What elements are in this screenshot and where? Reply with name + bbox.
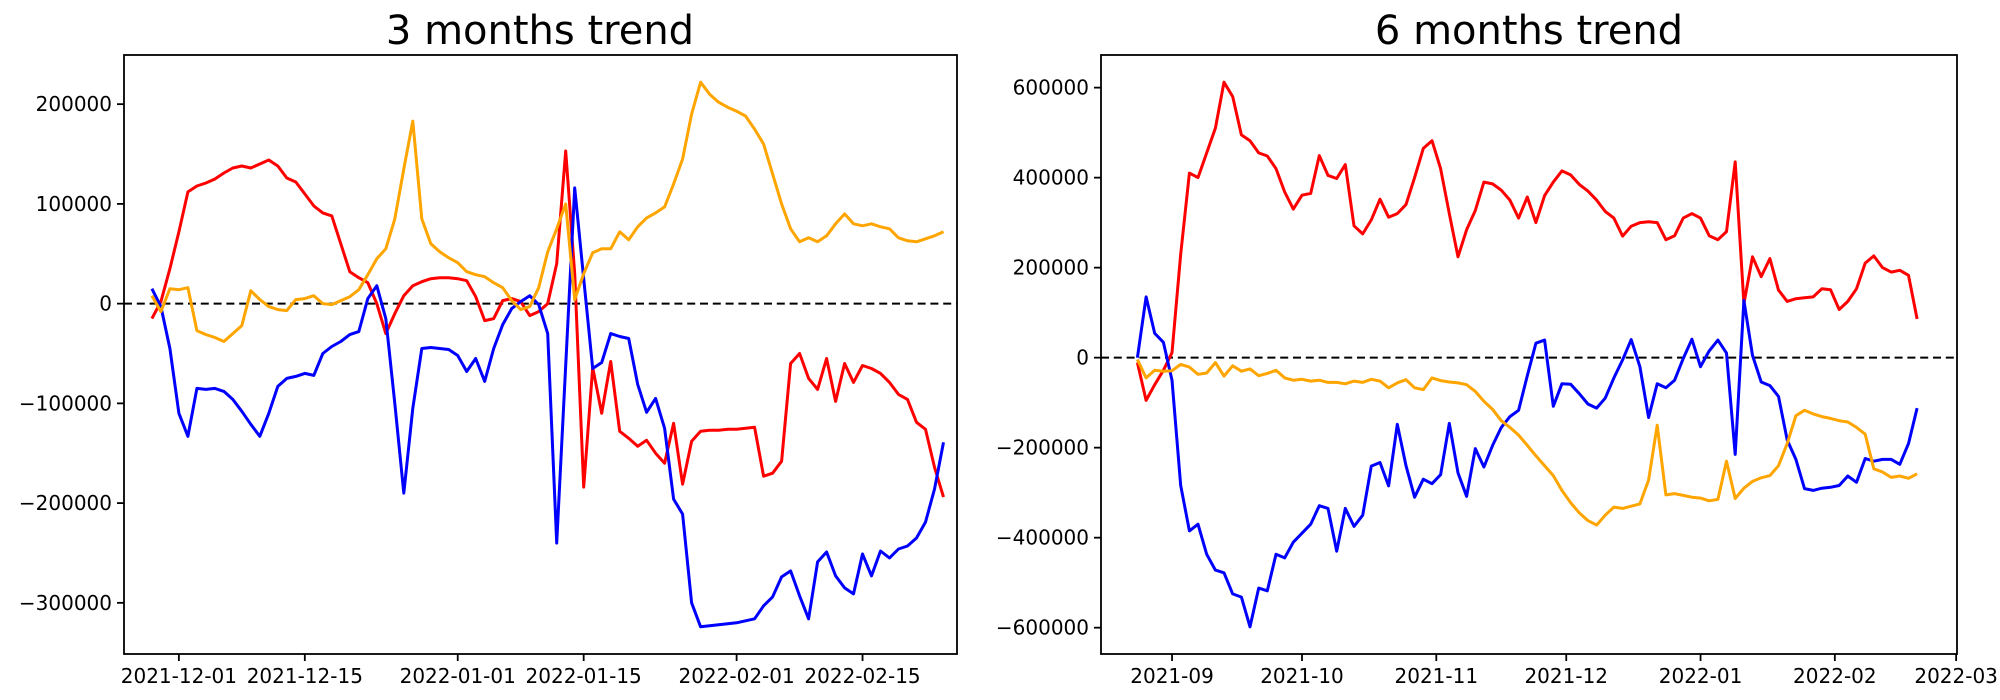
x-tick-label: 2021-12-01 (121, 664, 237, 688)
x-tick-label: 2022-02-01 (678, 664, 794, 688)
y-tick-label: 100000 (36, 192, 112, 216)
y-tick-label: −200000 (19, 491, 112, 515)
y-tick-label: −200000 (996, 436, 1089, 460)
chart-title-3-months: 3 months trend (386, 8, 694, 54)
y-tick-label: 0 (1076, 346, 1089, 370)
y-tick-label: −600000 (996, 616, 1089, 640)
x-tick-label: 2021-10 (1260, 664, 1344, 688)
line-blue (1135, 295, 1919, 629)
x-tick-label: 2021-12-15 (247, 664, 363, 688)
x-tick-label: 2022-01-01 (400, 664, 516, 688)
y-tick-label: 200000 (1013, 256, 1089, 280)
axes-frame (123, 54, 958, 655)
x-tick-label: 2021-12 (1524, 664, 1608, 688)
line-orange (150, 80, 945, 343)
line-blue (150, 186, 945, 629)
x-tick-label: 2022-01-15 (526, 664, 642, 688)
x-tick-label: 2021-11 (1395, 664, 1479, 688)
x-tick-label: 2022-03 (1914, 664, 1998, 688)
line-orange (1136, 358, 1918, 527)
y-tick-label: −400000 (996, 526, 1089, 550)
axes-frame (1100, 54, 1958, 655)
y-tick-label: −300000 (19, 591, 112, 615)
y-tick-label: 0 (99, 292, 112, 316)
line-red (150, 149, 945, 498)
y-tick-label: −100000 (19, 391, 112, 415)
chart-3-months-plot: 2021-12-01 2021-12-15 2022-01-01 2022-01-15… (19, 54, 958, 688)
y-tick-label: 400000 (1013, 166, 1089, 190)
y-tick-label: 200000 (36, 92, 112, 116)
x-tick-label: 2022-01 (1659, 664, 1743, 688)
chart-title-6-months: 6 months trend (1375, 8, 1683, 54)
x-tick-label: 2021-09 (1130, 664, 1214, 688)
y-tick-label: 600000 (1013, 76, 1089, 100)
x-tick-label: 2022-02-15 (804, 664, 920, 688)
chart-6-months-plot: 2021-09 2021-10 2021-11 2021-12 2022-01 2022-… (996, 54, 1998, 688)
line-red (1135, 80, 1919, 402)
x-tick-label: 2022-02 (1793, 664, 1877, 688)
